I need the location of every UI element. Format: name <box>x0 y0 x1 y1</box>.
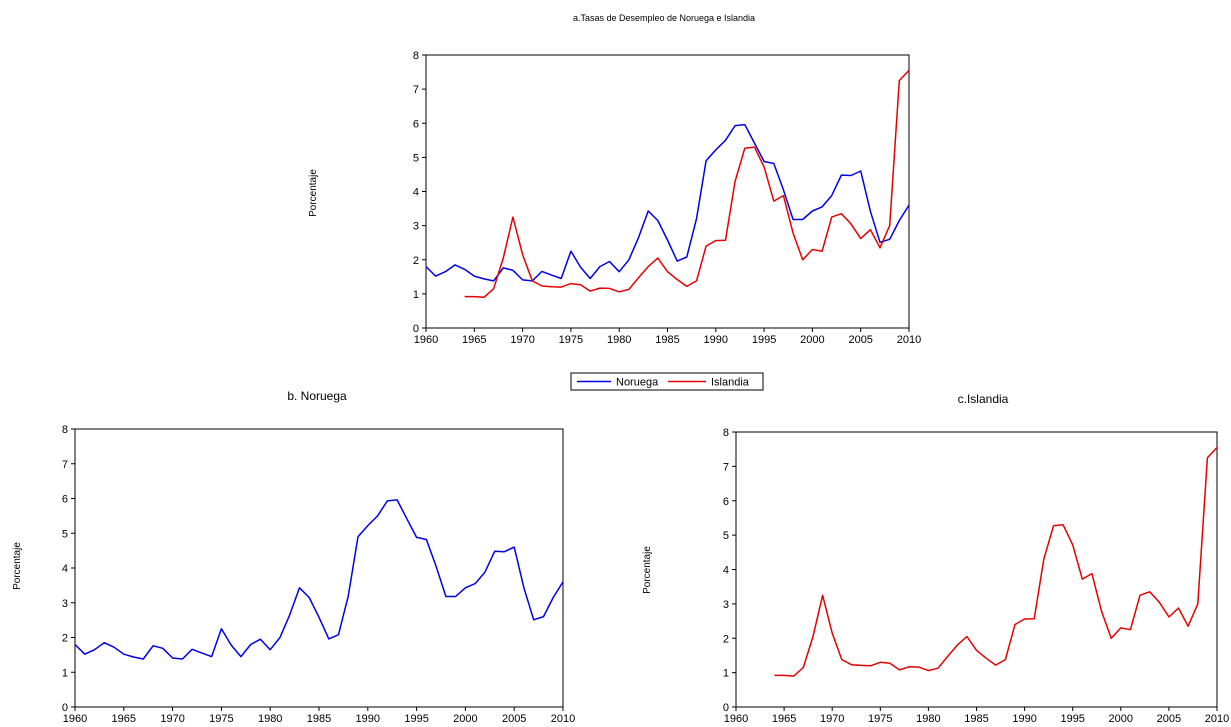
x-tick-label: 1975 <box>868 713 892 725</box>
y-tick-label: 0 <box>413 323 419 335</box>
y-tick-label: 7 <box>62 459 68 471</box>
chart-b-title: b. Noruega <box>287 389 347 403</box>
y-tick-label: 2 <box>723 633 729 645</box>
chart-c-ylabel: Porcentaje <box>642 546 653 594</box>
chart-b-x-axis: 1960 1965 1970 1975 1980 1985 1990 1995 2000 2005… <box>63 707 575 725</box>
y-tick-label: 7 <box>723 461 729 473</box>
y-tick-label: 8 <box>723 427 729 439</box>
legend-label-noruega: Noruega <box>616 377 659 389</box>
x-tick-label: 1960 <box>724 713 748 725</box>
series-line-islandia <box>774 446 1218 677</box>
legend-box <box>570 372 764 391</box>
chart-b-ylabel: Porcentaje <box>12 542 23 590</box>
chart-b-y-axis: 0 1 2 3 4 5 6 7 8 <box>62 424 75 714</box>
x-tick-label: 1985 <box>307 713 331 725</box>
x-tick-label: 2005 <box>502 713 526 725</box>
y-tick-label: 3 <box>62 598 68 610</box>
chart-a-plot-frame <box>425 54 910 329</box>
chart-a-legend: Noruega Islandia <box>570 372 764 391</box>
y-tick-label: 0 <box>723 702 729 714</box>
y-tick-label: 5 <box>413 152 419 164</box>
x-tick-label: 1975 <box>559 334 583 346</box>
x-tick-label: 2005 <box>848 334 872 346</box>
y-tick-label: 4 <box>62 563 68 575</box>
chart-a-ylabel: Porcentaje <box>308 169 319 217</box>
y-tick-label: 1 <box>413 289 419 301</box>
series-line-islandia <box>464 69 910 299</box>
y-tick-label: 0 <box>62 702 68 714</box>
x-tick-label: 2000 <box>1109 713 1133 725</box>
x-tick-label: 2000 <box>800 334 824 346</box>
chart-a-y-axis: 0 1 2 3 4 5 6 7 8 <box>413 50 426 335</box>
x-tick-label: 1980 <box>258 713 282 725</box>
x-tick-label: 1960 <box>414 334 438 346</box>
y-tick-label: 1 <box>62 667 68 679</box>
y-tick-label: 6 <box>413 118 419 130</box>
y-tick-label: 3 <box>413 221 419 233</box>
series-line-noruega <box>74 499 564 660</box>
y-tick-label: 8 <box>413 50 419 62</box>
chart-c-title: c.Islandia <box>958 392 1009 406</box>
chart-b: b. Noruega Porcentaje 0 1 2 3 4 5 6 7 8 1960 1965… <box>12 389 575 725</box>
x-tick-label: 2005 <box>1157 713 1181 725</box>
x-tick-label: 1975 <box>209 713 233 725</box>
chart-c-y-axis: 0 1 2 3 4 5 6 7 8 <box>723 427 736 714</box>
chart-a-series <box>425 69 910 299</box>
x-tick-label: 1965 <box>112 713 136 725</box>
y-tick-label: 1 <box>723 668 729 680</box>
x-tick-label: 1995 <box>1060 713 1084 725</box>
x-tick-label: 2010 <box>897 334 921 346</box>
chart-b-series <box>74 499 564 660</box>
y-tick-label: 3 <box>723 599 729 611</box>
x-tick-label: 1985 <box>964 713 988 725</box>
chart-a-title: a.Tasas de Desempleo de Noruega e Island… <box>573 13 755 23</box>
chart-c-plot-frame <box>735 431 1218 708</box>
x-tick-label: 1965 <box>462 334 486 346</box>
y-tick-label: 8 <box>62 424 68 436</box>
chart-a: a.Tasas de Desempleo de Noruega e Island… <box>308 13 921 391</box>
x-tick-label: 2010 <box>551 713 575 725</box>
x-tick-label: 2010 <box>1205 713 1229 725</box>
x-tick-label: 1995 <box>752 334 776 346</box>
chart-c: c.Islandia Porcentaje 0 1 2 3 4 5 6 7 8 1960 1965… <box>642 392 1229 725</box>
x-tick-label: 1990 <box>1012 713 1036 725</box>
y-tick-label: 5 <box>62 528 68 540</box>
x-tick-label: 1980 <box>607 334 631 346</box>
y-tick-label: 7 <box>413 84 419 96</box>
chart-c-series <box>774 446 1218 677</box>
x-tick-label: 1960 <box>63 713 87 725</box>
x-tick-label: 1970 <box>820 713 844 725</box>
y-tick-label: 4 <box>723 565 729 577</box>
y-tick-label: 6 <box>62 494 68 506</box>
y-tick-label: 4 <box>413 187 419 199</box>
chart-a-x-axis: 1960 1965 1970 1975 1980 1985 1990 1995 2000 2005… <box>414 328 921 346</box>
x-tick-label: 1970 <box>160 713 184 725</box>
x-tick-label: 2000 <box>453 713 477 725</box>
x-tick-label: 1985 <box>655 334 679 346</box>
y-tick-label: 6 <box>723 496 729 508</box>
y-tick-label: 5 <box>723 530 729 542</box>
x-tick-label: 1970 <box>510 334 534 346</box>
series-line-noruega <box>425 123 910 282</box>
legend-label-islandia: Islandia <box>711 377 750 389</box>
y-tick-label: 2 <box>413 255 419 267</box>
x-tick-label: 1965 <box>772 713 796 725</box>
x-tick-label: 1990 <box>704 334 728 346</box>
chart-b-plot-frame <box>74 428 564 708</box>
y-tick-label: 2 <box>62 633 68 645</box>
x-tick-label: 1995 <box>404 713 428 725</box>
x-tick-label: 1990 <box>356 713 380 725</box>
chart-c-x-axis: 1960 1965 1970 1975 1980 1985 1990 1995 2000 2005… <box>724 707 1229 725</box>
x-tick-label: 1980 <box>916 713 940 725</box>
